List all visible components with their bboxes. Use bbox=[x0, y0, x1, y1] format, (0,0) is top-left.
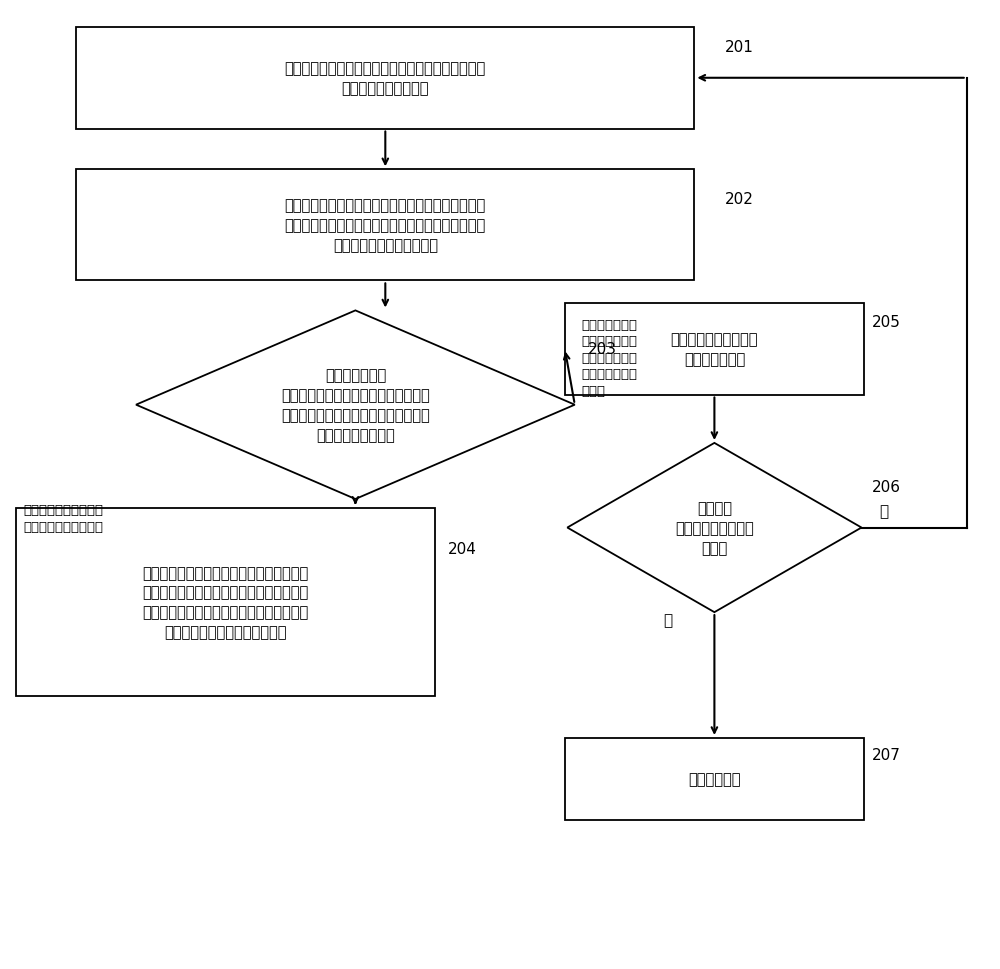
Text: 否: 否 bbox=[663, 612, 672, 627]
Text: 205: 205 bbox=[872, 315, 901, 329]
Text: 206: 206 bbox=[872, 480, 901, 495]
Polygon shape bbox=[136, 311, 575, 499]
Bar bbox=[76, 28, 694, 130]
Text: 在检测到触发延迟加载的调用操作时，获取所述需要
延迟加载的数据的类名: 在检测到触发延迟加载的调用操作时，获取所述需要 延迟加载的数据的类名 bbox=[285, 61, 486, 96]
Text: 203: 203 bbox=[588, 342, 617, 357]
Polygon shape bbox=[567, 444, 861, 612]
Text: 207: 207 bbox=[872, 747, 901, 763]
Text: 201: 201 bbox=[724, 41, 753, 55]
Text: 202: 202 bbox=[724, 192, 753, 207]
Bar bbox=[565, 738, 864, 821]
Bar bbox=[565, 303, 864, 395]
Bar bbox=[76, 170, 694, 281]
Text: 结束本次操作: 结束本次操作 bbox=[688, 771, 741, 787]
Text: 进行过延迟加载，且延
迟加载后有新数据加入: 进行过延迟加载，且延 迟加载后有新数据加入 bbox=[23, 504, 103, 533]
Text: 根据所述类名从数据结构存储的映射关系中获取对应
的第一参数数据；所述数据结构存储有各类数据的类
名与对应参数值的映射关系: 根据所述类名从数据结构存储的映射关系中获取对应 的第一参数数据；所述数据结构存储… bbox=[285, 199, 486, 253]
Text: 检测是否
有触发延迟加载的调
用操作: 检测是否 有触发延迟加载的调 用操作 bbox=[675, 501, 754, 555]
Text: 根据所述第一参
数数据的内容判断所述需要延迟加载的
数据是否进行过延迟加载，且延迟加载
后是否有新数据加入: 根据所述第一参 数数据的内容判断所述需要延迟加载的 数据是否进行过延迟加载，且延… bbox=[281, 368, 430, 443]
Text: 停止触发延迟加载延迟
加载的调用操作: 停止触发延迟加载延迟 加载的调用操作 bbox=[671, 331, 758, 366]
Bar bbox=[16, 508, 435, 697]
Text: 没有进行过延迟
加载，或进行过
延迟加载且延迟
加载后没有新数
据加入: 没有进行过延迟 加载，或进行过 延迟加载且延迟 加载后没有新数 据加入 bbox=[582, 318, 638, 397]
Text: 204: 204 bbox=[448, 542, 477, 557]
Text: 重新触发延迟加载的调用操作，根据所述类
名从所述数据结构存储的所述映射关系中获
取所述对应的第二参数数据，所述第二参数
数据为延迟加载后加入的新数据: 重新触发延迟加载的调用操作，根据所述类 名从所述数据结构存储的所述映射关系中获 … bbox=[143, 565, 309, 640]
Text: 是: 是 bbox=[879, 504, 888, 519]
